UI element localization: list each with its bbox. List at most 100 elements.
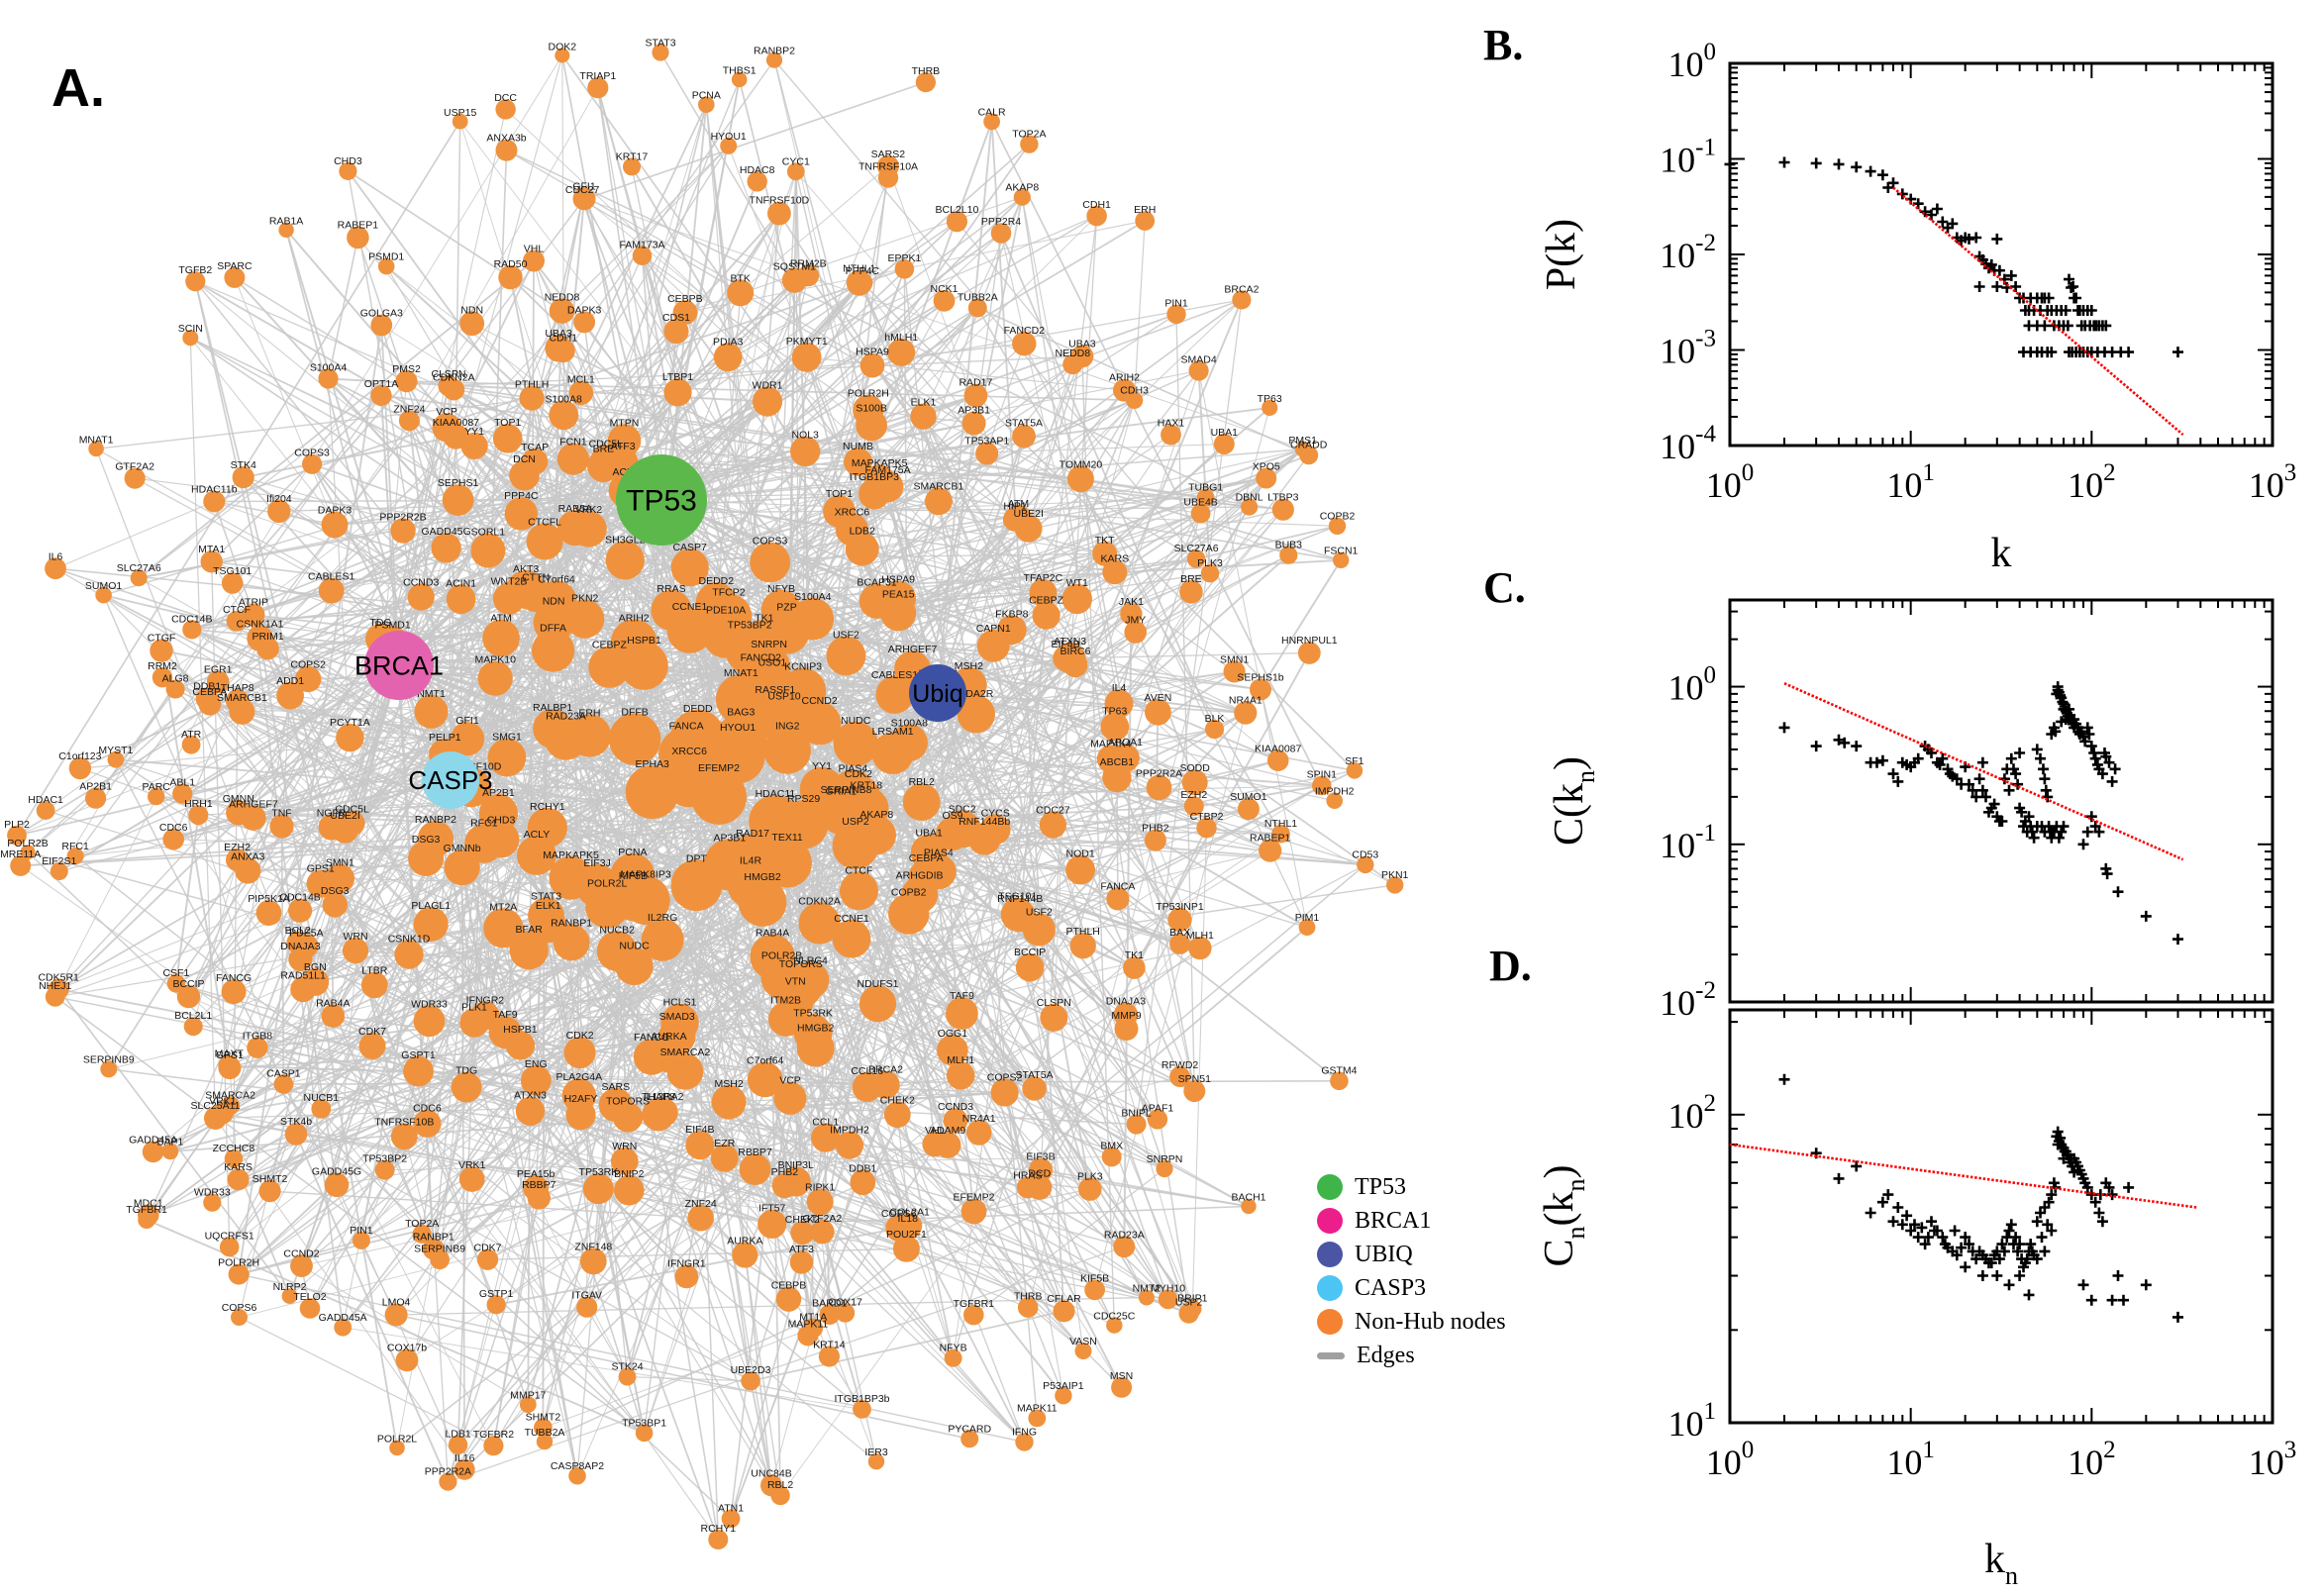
network-node-label: S100A4 <box>794 591 832 603</box>
network-node-label: TOP2A <box>405 1218 439 1230</box>
legend-item-1: BRCA1 <box>1317 1204 1506 1238</box>
network-node <box>398 410 420 432</box>
network-node <box>796 1029 835 1067</box>
network-node <box>933 289 956 312</box>
network-edge <box>937 692 1064 1396</box>
network-edge <box>937 692 1246 714</box>
network-node <box>227 1168 250 1191</box>
network-node-label: BRE <box>1180 573 1202 585</box>
network-node-label: AP2B1 <box>79 781 112 793</box>
network-node <box>1145 698 1171 726</box>
network-node-label: CDK2 <box>845 768 872 780</box>
network-node <box>1179 580 1203 604</box>
network-node <box>1271 498 1294 521</box>
network-node <box>374 1159 395 1180</box>
network-edge <box>214 695 291 1119</box>
network-edge <box>521 422 974 515</box>
network-edge <box>427 1123 701 1219</box>
network-node-label: NCK1 <box>930 283 958 295</box>
network-node-label: SEPHS1 <box>438 477 479 489</box>
network-node <box>517 836 556 875</box>
network-node-label: RRM2B <box>790 258 827 270</box>
network-node-label: THRB <box>912 65 941 77</box>
network-edge <box>984 838 1365 866</box>
network-node-label: HSPB1 <box>503 1024 538 1036</box>
network-edge <box>334 904 677 1038</box>
network-node-label: AVEN <box>1144 692 1171 704</box>
network-node-label: CHEK2 <box>785 1214 820 1226</box>
network-node <box>908 859 944 895</box>
network-node <box>1183 1080 1206 1103</box>
network-node <box>549 298 575 324</box>
network-node <box>1017 1297 1039 1318</box>
network-node <box>203 1193 222 1212</box>
network-node-label: SQSTM1 <box>773 261 816 273</box>
legend-dot-icon <box>1317 1309 1343 1335</box>
axis-tick-label: 10-3 <box>1660 326 1716 371</box>
network-node <box>403 1055 434 1087</box>
network-node-label: IL6 <box>49 550 63 562</box>
network-node-label: MSN <box>1110 1370 1133 1382</box>
network-edge <box>586 735 590 1308</box>
network-node <box>219 1237 240 1257</box>
network-node-label: AKAP8 <box>1005 182 1039 194</box>
network-node <box>944 1348 962 1367</box>
network-node-label: SLC27A6 <box>1174 543 1219 554</box>
network-node-label: AP3B1 <box>714 832 747 844</box>
network-edge <box>305 664 400 947</box>
network-edge <box>634 965 786 1020</box>
network-node-label: CSF1 <box>162 967 189 979</box>
network-node-label: CABLES1 <box>308 571 354 583</box>
network-node-label: UBE2I <box>330 810 359 822</box>
network-node-label: LTBR <box>361 965 387 977</box>
network-node-label: BRCA2 <box>1224 283 1259 295</box>
network-node-label: CDH1 <box>1082 199 1111 211</box>
network-node-label: HMGB2 <box>744 871 781 883</box>
network-node <box>95 586 112 604</box>
network-node <box>779 964 823 1009</box>
network-node-label: CABLES1 <box>871 669 918 681</box>
network-node-label: CCL1 <box>812 1116 839 1128</box>
network-edge <box>268 912 1148 1299</box>
network-node-label: VRK2 <box>575 504 603 516</box>
network-node-label: TUBB2A <box>525 1427 565 1439</box>
network-node <box>894 259 915 279</box>
network-node <box>1102 762 1132 793</box>
network-node <box>633 1039 670 1075</box>
network-edge <box>214 499 662 503</box>
network-node <box>883 1101 911 1129</box>
network-node-label: SCIN <box>178 323 203 335</box>
network-node <box>336 723 364 752</box>
network-node-label: ITM2B <box>770 995 801 1007</box>
network-node <box>892 1235 920 1262</box>
network-node-label: LRSAM1 <box>872 726 914 738</box>
network-node <box>1101 1147 1122 1167</box>
network-node-label: DOK2 <box>549 42 577 53</box>
network-node-label: SODD <box>1180 762 1211 774</box>
network-node <box>413 1005 446 1038</box>
network-edge <box>252 817 435 1249</box>
network-node-label: CDK2 <box>566 1030 594 1042</box>
network-node <box>666 608 713 653</box>
network-node-label: ATN1 <box>718 1503 744 1515</box>
network-node-label: BTK <box>730 272 750 284</box>
network-node <box>615 947 654 986</box>
network-node-label: GFI1 <box>455 715 478 727</box>
network-node <box>961 411 986 436</box>
network-node-label: PCYT1A <box>330 717 370 729</box>
network-node-label: CHD3 <box>487 815 516 827</box>
network-node <box>206 670 230 694</box>
hub-node-ubiq <box>909 664 966 722</box>
network-node <box>334 1318 353 1337</box>
network-edge <box>1116 777 1181 921</box>
network-node <box>708 1530 729 1549</box>
network-node-label: TK1 <box>755 613 773 625</box>
network-node-label: SEPHS1b <box>1237 671 1283 683</box>
network-node <box>325 863 354 893</box>
network-node <box>1053 1300 1075 1323</box>
network-node <box>739 1153 771 1185</box>
network-node <box>1223 660 1246 683</box>
network-node-label: KRT14 <box>813 1339 846 1350</box>
network-node-label: DEDD2 <box>699 575 735 587</box>
network-edge <box>937 121 993 694</box>
